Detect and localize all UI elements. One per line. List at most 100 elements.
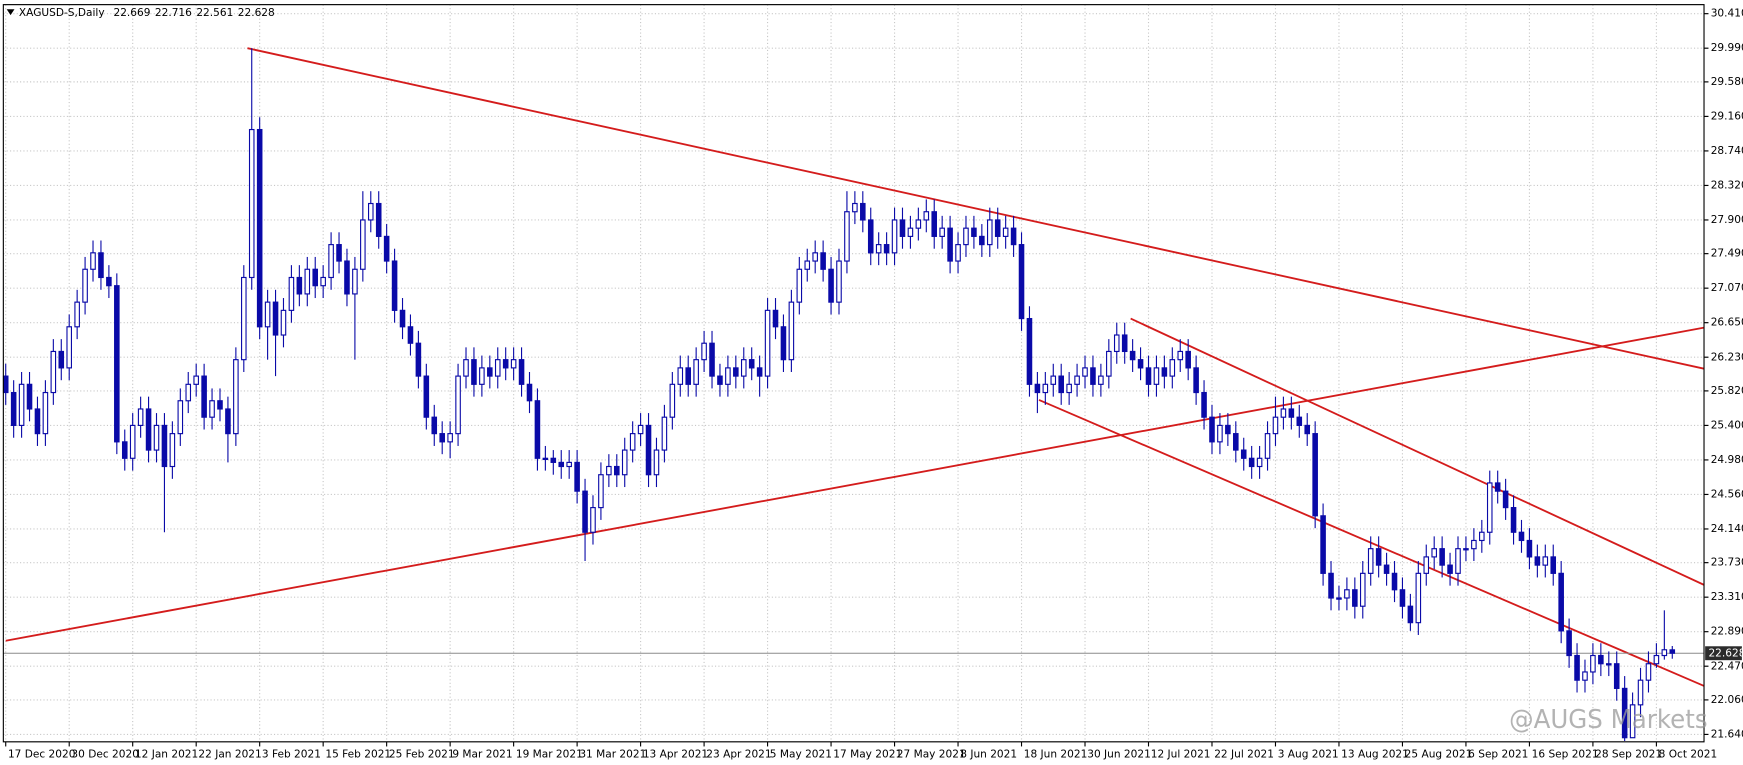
candle-body <box>883 244 890 254</box>
candle-body <box>431 416 438 435</box>
candle-body <box>574 461 580 492</box>
candle-body <box>1479 531 1485 542</box>
candle-body <box>1574 654 1580 681</box>
candle-body <box>1177 350 1184 361</box>
x-tick-label: 22 Jul 2021 <box>1214 747 1274 760</box>
x-tick-label: 8 Jun 2021 <box>960 747 1017 760</box>
candle-body <box>994 219 1001 237</box>
candle-body <box>510 359 517 369</box>
candle-body <box>177 400 184 435</box>
candle-body <box>26 383 33 410</box>
candle-body <box>979 235 985 246</box>
menu-icon[interactable] <box>6 9 15 16</box>
candle-body <box>788 301 795 361</box>
candle-body <box>1240 449 1247 459</box>
candle-body <box>1582 671 1588 681</box>
candle-body <box>923 211 930 221</box>
candle-body <box>1542 556 1549 566</box>
candle-body <box>844 211 850 262</box>
candle-body <box>677 367 684 385</box>
candle-body <box>34 408 41 435</box>
candle-body <box>1344 589 1350 599</box>
candle-body <box>780 326 787 361</box>
candle-body <box>860 202 866 221</box>
candle-body <box>1002 227 1009 237</box>
price-label: 22.628 <box>1708 646 1743 659</box>
candle-body <box>1058 375 1064 394</box>
candle-body <box>756 367 763 377</box>
candle-body <box>225 408 231 435</box>
header-open: 22.669 <box>113 6 150 19</box>
y-tick-label: 30.410 <box>1711 7 1743 20</box>
candle-body <box>1526 539 1533 558</box>
candle-body <box>661 416 668 451</box>
x-tick-label: 19 Mar 2021 <box>516 747 583 760</box>
candle-body <box>256 128 263 328</box>
y-tick-label: 26.230 <box>1711 350 1743 363</box>
candle-body <box>2 375 9 394</box>
x-tick-label: 30 Jun 2021 <box>1087 747 1151 760</box>
candle-body <box>50 350 57 394</box>
candle-body <box>740 359 747 377</box>
candle-body <box>161 424 168 468</box>
trendline <box>1038 399 1705 687</box>
candle-body <box>1399 589 1406 607</box>
y-tick-label: 28.740 <box>1711 144 1743 157</box>
candle-body <box>1264 433 1271 459</box>
candle-body <box>296 276 303 295</box>
candle-body <box>1439 548 1445 566</box>
candle-body <box>629 433 636 451</box>
candle-body <box>875 244 882 254</box>
y-tick-label: 23.730 <box>1711 556 1743 569</box>
candle-body <box>701 342 707 361</box>
candle-body <box>1256 457 1263 468</box>
x-tick-label: 16 Sep 2021 <box>1532 747 1599 760</box>
candle-body <box>1296 416 1303 426</box>
candle-body <box>352 268 358 295</box>
candle-body <box>1248 457 1255 468</box>
x-tick-label: 15 Feb 2021 <box>325 747 391 760</box>
x-tick-label: 27 May 2021 <box>897 747 966 760</box>
candle-body <box>566 461 572 468</box>
candle-body <box>423 375 430 418</box>
x-tick-label: 3 Aug 2021 <box>1278 747 1339 760</box>
x-tick-label: 13 Apr 2021 <box>643 747 708 760</box>
candle-body <box>1185 350 1191 369</box>
candle-body <box>1280 408 1287 418</box>
y-tick-label: 21.640 <box>1711 727 1743 740</box>
x-tick-label: 22 Jan 2021 <box>198 747 261 760</box>
candle-body <box>1161 367 1168 377</box>
candle-body <box>137 408 144 426</box>
candle-body <box>1598 654 1604 665</box>
candle-body <box>1447 564 1453 574</box>
candle-body <box>169 433 176 468</box>
candle-body <box>685 367 691 385</box>
x-tick-label: 17 May 2021 <box>833 747 902 760</box>
x-tick-label: 3 Feb 2021 <box>262 747 321 760</box>
candle-body <box>1431 548 1437 558</box>
y-tick-label: 24.140 <box>1711 522 1743 535</box>
candle-body <box>939 227 945 237</box>
candle-body <box>891 219 898 254</box>
candle-body <box>1066 383 1072 394</box>
candle-body <box>1137 359 1144 369</box>
y-tick-label: 27.070 <box>1711 281 1743 294</box>
y-tick-label: 22.060 <box>1711 693 1743 706</box>
candle-body <box>320 276 326 287</box>
candle-body <box>1272 416 1279 435</box>
y-tick-label: 25.400 <box>1711 418 1743 431</box>
candle-body <box>42 391 49 435</box>
candle-body <box>1359 572 1366 607</box>
x-tick-label: 13 Aug 2021 <box>1341 747 1409 760</box>
candle-body <box>1209 416 1215 443</box>
candle-body <box>1074 375 1080 385</box>
candle-body <box>1534 556 1541 566</box>
candle-body <box>534 400 541 459</box>
candle-body <box>106 276 112 287</box>
price-label-box <box>1705 646 1742 661</box>
candle-body <box>772 309 779 328</box>
candle-body <box>1629 704 1636 739</box>
candle-body <box>1121 334 1128 353</box>
header-close: 22.628 <box>238 6 275 19</box>
candle-body <box>637 424 644 435</box>
